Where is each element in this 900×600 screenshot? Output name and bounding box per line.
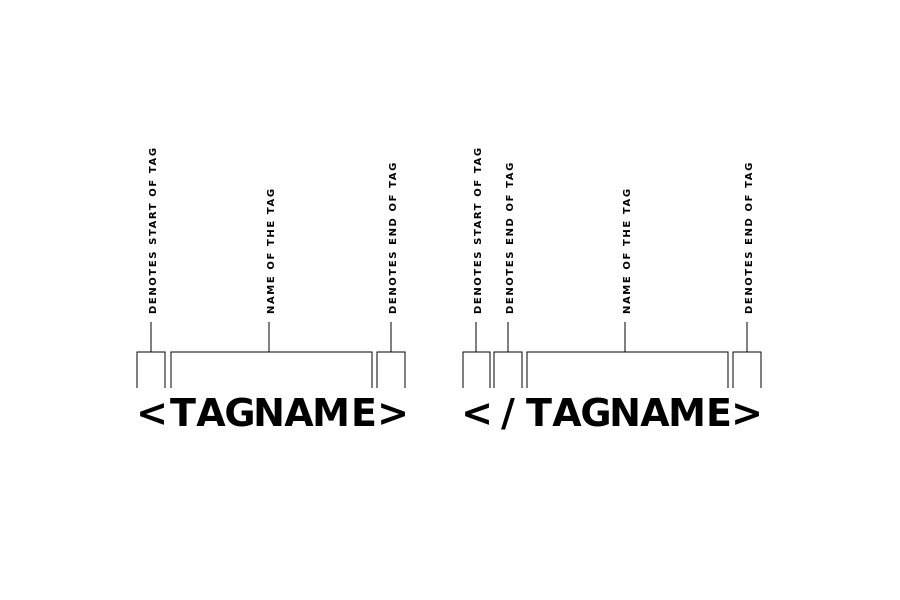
close-char-t: T bbox=[526, 391, 552, 435]
open-start-annotation: DENOTES START OF TAG bbox=[136, 146, 166, 388]
open-char-lt: < bbox=[136, 391, 168, 435]
open-name-annotation: NAME OF THE TAG bbox=[170, 187, 373, 388]
open-end-label: DENOTES END OF TAG bbox=[388, 161, 399, 314]
close-slash-annotation: DENOTES END OF TAG bbox=[493, 161, 523, 388]
close-name-annotation: NAME OF THE TAG bbox=[526, 187, 729, 388]
close-char-a2: A bbox=[640, 391, 670, 435]
open-char-n: N bbox=[253, 391, 285, 435]
open-char-a2: A bbox=[284, 391, 314, 435]
close-char-m: M bbox=[668, 391, 706, 435]
close-tag-text: < / T A G N A M E > bbox=[461, 391, 763, 435]
close-char-gt: > bbox=[731, 391, 763, 435]
open-tag-group: DENOTES START OF TAG NAME OF THE TAG DEN… bbox=[136, 146, 409, 435]
close-char-n: N bbox=[609, 391, 641, 435]
close-slash-label: DENOTES END OF TAG bbox=[505, 161, 516, 314]
open-char-a: A bbox=[196, 391, 226, 435]
close-end-bracket bbox=[732, 351, 762, 388]
close-char-g: G bbox=[580, 391, 611, 435]
open-end-bracket bbox=[376, 351, 406, 388]
open-char-m: M bbox=[312, 391, 350, 435]
close-char-lt: < bbox=[461, 391, 493, 435]
close-start-bracket bbox=[462, 351, 491, 388]
close-slash-bracket bbox=[493, 351, 523, 388]
close-start-label: DENOTES START OF TAG bbox=[473, 146, 484, 314]
open-tag-text: < T A G N A M E > bbox=[136, 391, 409, 435]
close-char-e: E bbox=[706, 391, 732, 435]
open-start-label: DENOTES START OF TAG bbox=[148, 146, 159, 314]
open-end-annotation: DENOTES END OF TAG bbox=[376, 161, 406, 388]
open-char-t: T bbox=[170, 391, 196, 435]
close-name-bracket bbox=[526, 351, 729, 388]
open-name-label: NAME OF THE TAG bbox=[266, 187, 277, 314]
open-char-gt: > bbox=[377, 391, 409, 435]
open-char-g: G bbox=[224, 391, 255, 435]
open-start-bracket bbox=[136, 351, 166, 388]
close-end-label: DENOTES END OF TAG bbox=[744, 161, 755, 314]
close-name-label: NAME OF THE TAG bbox=[622, 187, 633, 314]
close-end-annotation: DENOTES END OF TAG bbox=[732, 161, 762, 388]
close-tag-group: DENOTES START OF TAG DENOTES END OF TAG … bbox=[461, 146, 763, 435]
open-name-bracket bbox=[170, 351, 373, 388]
close-char-a: A bbox=[552, 391, 582, 435]
close-start-annotation: DENOTES START OF TAG bbox=[462, 146, 491, 388]
open-char-e: E bbox=[351, 391, 377, 435]
close-char-slash: / bbox=[501, 391, 515, 435]
